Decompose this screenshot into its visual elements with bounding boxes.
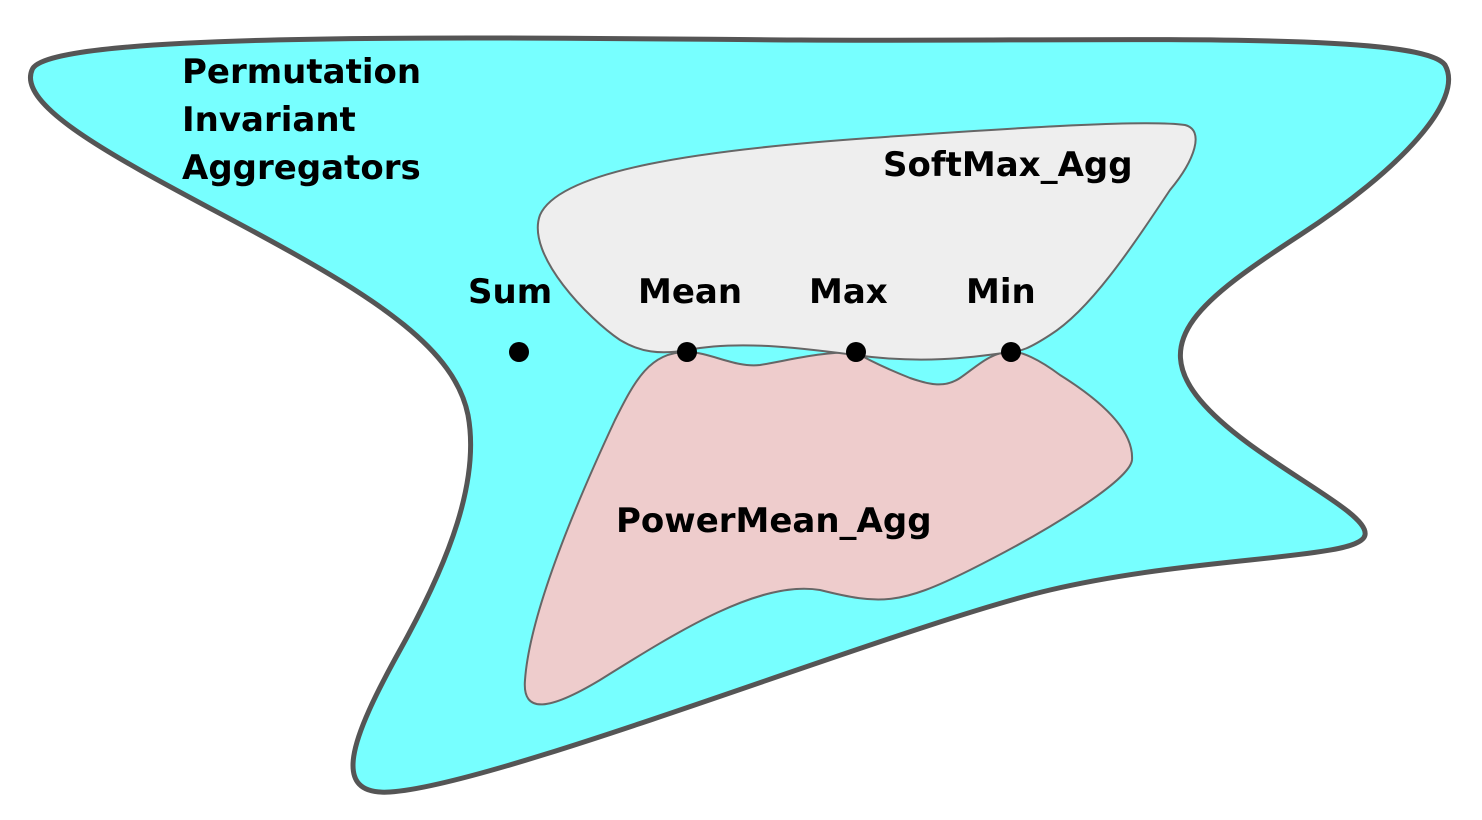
point-dot-max bbox=[846, 342, 866, 362]
powermean-region-blob bbox=[523, 350, 1134, 706]
point-label-sum: Sum bbox=[468, 272, 552, 312]
point-label-max: Max bbox=[809, 272, 888, 312]
outer-region-title-line-3: Aggregators bbox=[182, 148, 421, 188]
point-dot-sum bbox=[509, 342, 529, 362]
point-dot-min bbox=[1001, 342, 1021, 362]
softmax-region-label: SoftMax_Agg bbox=[883, 145, 1133, 185]
point-label-mean: Mean bbox=[638, 272, 742, 312]
powermean-region-label: PowerMean_Agg bbox=[616, 501, 932, 541]
outer-region-title-line-1: Permutation bbox=[182, 52, 421, 92]
softmax-region-blob bbox=[536, 122, 1197, 361]
outer-region-title-line-2: Invariant bbox=[182, 100, 356, 140]
point-label-min: Min bbox=[966, 272, 1036, 312]
point-dot-mean bbox=[677, 342, 697, 362]
